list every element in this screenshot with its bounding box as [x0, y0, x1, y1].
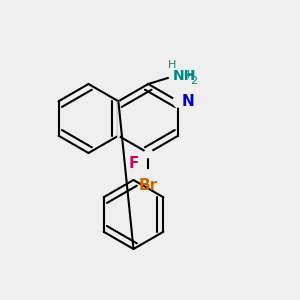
Text: Br: Br	[139, 178, 158, 194]
Text: NH: NH	[172, 70, 196, 83]
Text: 2: 2	[190, 76, 197, 86]
Text: H: H	[168, 61, 176, 70]
Text: H: H	[187, 70, 196, 80]
Text: F: F	[128, 156, 139, 171]
Text: N: N	[182, 94, 194, 109]
